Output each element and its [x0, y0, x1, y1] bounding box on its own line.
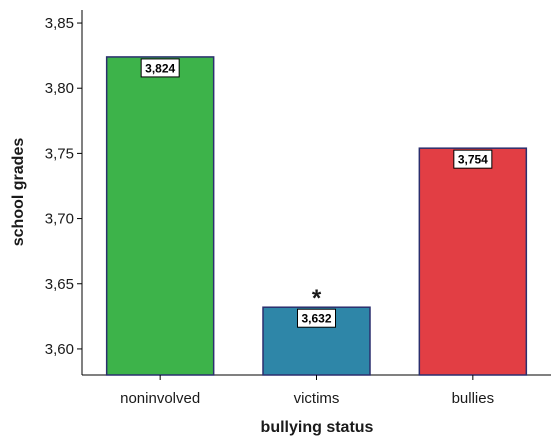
data-label-box [297, 308, 336, 328]
data-label: 3,824 [145, 61, 175, 75]
bars: 3,824 3,632* 3,754 [105, 56, 528, 376]
x-tick-label: victims [294, 390, 340, 407]
x-axis-title: bullying status [261, 419, 374, 436]
x-tick-label: noninvolved [120, 390, 200, 407]
bar-noninvolved [105, 56, 215, 376]
data-label: 3,754 [458, 153, 488, 167]
significance-annotation: * [312, 285, 322, 312]
data-label-box [140, 58, 180, 78]
data-label: 3,632 [301, 312, 331, 326]
x-tick-label: bullies [452, 390, 495, 407]
y-tick-label: 3,85 [45, 15, 74, 32]
data-label-box [453, 149, 493, 169]
y-tick-label: 3,80 [45, 80, 74, 97]
y-tick-label: 3,70 [45, 211, 74, 228]
y-axis-ticks: 3,60 3,65 3,70 3,75 3,80 3,85 [45, 15, 82, 358]
y-tick-label: 3,65 [45, 276, 74, 293]
y-tick-label: 3,75 [45, 145, 74, 162]
bar-bullies [418, 147, 528, 376]
y-tick-label: 3,60 [45, 341, 74, 358]
y-axis-title: school grades [10, 138, 27, 247]
x-axis-ticks: noninvolved victims bullies [120, 375, 494, 407]
